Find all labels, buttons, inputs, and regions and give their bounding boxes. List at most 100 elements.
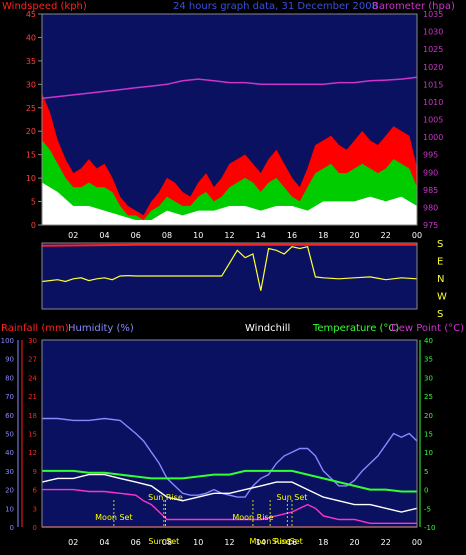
wind-x-tick-label: 10 xyxy=(193,231,203,240)
temperature-x-tick-label: 22 xyxy=(381,538,391,547)
rain-tick-label: 21 xyxy=(28,393,37,401)
barometer-tick-label: 1025 xyxy=(423,45,443,54)
direction-label: W xyxy=(437,292,447,303)
wind-tick-label: 5 xyxy=(31,198,36,207)
wind-x-tick-label: 16 xyxy=(287,231,297,240)
barometer-axis-ticks: 975 980 985 990 995 1000 1005 1010 1015 1020 1025 1… xyxy=(423,10,443,230)
event-label: Moon Set xyxy=(95,513,132,522)
wind-tick-label: 45 xyxy=(26,10,36,19)
barometer-tick-label: 1005 xyxy=(423,116,443,125)
direction-label: E xyxy=(437,257,443,268)
event-label: Sun Set xyxy=(148,537,179,546)
temperature-tick-label: 20 xyxy=(424,412,433,420)
rain-tick-label: 27 xyxy=(28,356,37,364)
temperature-x-tick-label: 08 xyxy=(162,538,172,547)
wind-x-tick-label: 18 xyxy=(318,231,328,240)
barometer-tick-label: 1015 xyxy=(423,80,443,89)
rain-axis-ticks: 0 3 6 9 12 15 18 21 24 27 30 xyxy=(21,337,38,532)
wind-tick-label: 30 xyxy=(26,80,36,89)
dewpoint-axis-title: Dew Point (°C) xyxy=(391,323,464,334)
wind-tick-label: 40 xyxy=(26,33,36,42)
event-label: Moon Rise xyxy=(232,513,273,522)
wind-tick-label: 10 xyxy=(26,174,36,183)
humidity-tick-label: 30 xyxy=(5,468,14,476)
wind-x-tick-label: 00 xyxy=(412,231,422,240)
direction-line-rain xyxy=(41,243,417,247)
temperature-tick-label: -5 xyxy=(424,505,431,513)
temperature-x-tick-label: 18 xyxy=(318,538,328,547)
temperature-tick-label: 40 xyxy=(424,337,433,345)
wind-axis-ticks: 0 5 10 15 20 25 30 35 40 45 xyxy=(26,10,42,230)
humidity-tick-label: 100 xyxy=(1,337,14,345)
barometer-tick-label: 980 xyxy=(423,203,438,212)
barometer-tick-label: 975 xyxy=(423,221,438,230)
wind-x-tick-label: 12 xyxy=(224,231,234,240)
temperature-x-tick-label: 10 xyxy=(193,538,203,547)
direction-label: N xyxy=(437,274,444,285)
humidity-axis-title: Humidity (%) xyxy=(68,323,134,334)
event-label: Sun Set xyxy=(277,493,308,502)
rain-tick-label: 30 xyxy=(28,337,37,345)
humidity-tick-label: 40 xyxy=(5,449,14,457)
temperature-x-tick-label: 06 xyxy=(131,538,141,547)
temperature-x-tick-label: 14 xyxy=(256,538,266,547)
temperature-tick-label: 35 xyxy=(424,356,433,364)
direction-plot-frame xyxy=(41,242,418,310)
direction-series-group xyxy=(41,243,418,291)
rain-tick-label: 15 xyxy=(28,431,37,439)
humidity-tick-label: 80 xyxy=(5,374,14,382)
barometer-axis-title: Barometer (hpa) xyxy=(372,1,455,12)
wind-tick-label: 35 xyxy=(26,57,36,66)
wind-tick-label: 25 xyxy=(26,104,36,113)
windchill-legend: Windchill xyxy=(245,323,290,334)
series-line-windchill xyxy=(41,473,418,513)
wind-x-tick-label: 14 xyxy=(256,231,266,240)
temperature-tick-label: -10 xyxy=(424,524,435,532)
barometer-tick-label: 985 xyxy=(423,186,438,195)
wind-series-group xyxy=(41,76,418,226)
humidity-tick-label: 60 xyxy=(5,412,14,420)
barometer-tick-label: 1035 xyxy=(423,10,443,19)
rain-tick-label: 0 xyxy=(33,524,37,532)
temperature-tick-label: 0 xyxy=(424,487,428,495)
series-line-humidity xyxy=(42,417,418,498)
temperature-tick-label: 30 xyxy=(424,374,433,382)
wind-x-tick-label: 22 xyxy=(381,231,391,240)
temperature-x-tick-label: 12 xyxy=(224,538,234,547)
event-label: Sun Set xyxy=(272,537,303,546)
temperature-tick-label: 5 xyxy=(424,468,428,476)
wind-area-average xyxy=(41,182,418,226)
wind-x-tick-label: 04 xyxy=(99,231,109,240)
direction-label: S xyxy=(437,309,443,320)
temperature-axis-title: Temperature (°C) xyxy=(312,323,399,334)
humidity-tick-label: 0 xyxy=(10,524,14,532)
event-label: Sun Rise xyxy=(148,493,183,502)
wind-x-ticks: 02 04 06 08 10 12 14 16 18 20 22 00 xyxy=(68,231,422,240)
chart-title: 24 hours graph data, 31 December 2008 xyxy=(173,1,378,12)
temperature-x-tick-label: 20 xyxy=(349,538,359,547)
rain-tick-label: 18 xyxy=(28,412,37,420)
series-line-dew-point xyxy=(42,488,417,524)
wind-tick-label: 15 xyxy=(26,151,36,160)
barometer-line xyxy=(41,76,418,100)
wind-plot-frame xyxy=(41,13,418,226)
temperature-plot-frame xyxy=(41,339,418,528)
temperature-tick-label: 15 xyxy=(424,431,433,439)
barometer-tick-label: 1020 xyxy=(423,63,443,72)
wind-axis-title: Windspeed (kph) xyxy=(2,1,87,12)
temperature-x-ticks: 02 04 06 08 10 12 14 16 18 20 22 00 xyxy=(68,538,422,547)
rain-tick-label: 3 xyxy=(33,505,37,513)
barometer-tick-label: 1030 xyxy=(423,28,443,37)
event-label: Moon Rise xyxy=(250,537,291,546)
humidity-axis-ticks: 0 10 20 30 40 50 60 70 80 90 100 xyxy=(1,337,19,532)
barometer-tick-label: 995 xyxy=(423,151,438,160)
rain-tick-label: 6 xyxy=(33,487,38,495)
temperature-plot-area xyxy=(42,340,417,527)
humidity-tick-label: 90 xyxy=(5,356,14,364)
barometer-tick-label: 1000 xyxy=(423,133,443,142)
